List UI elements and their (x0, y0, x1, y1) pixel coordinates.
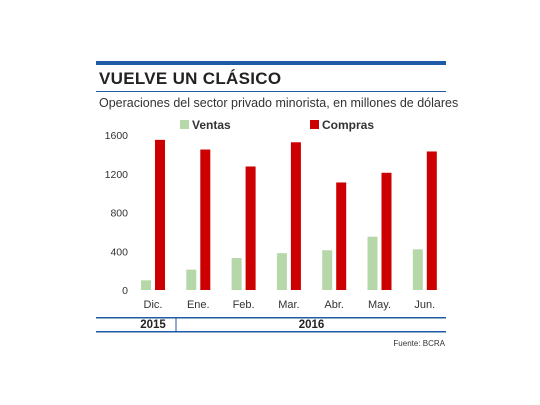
bars (141, 139, 437, 290)
source-note: Fuente: BCRA (393, 339, 445, 348)
x-tick-label: Feb. (233, 299, 255, 311)
bar-compras (336, 182, 347, 290)
x-axis-labels: Dic. Ene. Feb. Mar. Abr. May. Jun. (144, 299, 436, 311)
y-tick-label: 0 (122, 285, 128, 297)
bar-ventas (141, 280, 151, 290)
bar-ventas (322, 250, 333, 290)
bar-compras (381, 172, 392, 290)
x-tick-label: Abr. (324, 299, 344, 311)
year-labels: 2015 2016 (140, 319, 324, 331)
y-tick-label: 1200 (105, 169, 129, 181)
x-tick-label: Jun. (414, 299, 435, 311)
bar-compras (155, 139, 165, 290)
y-tick-label: 800 (110, 208, 128, 220)
bar-ventas (276, 253, 287, 290)
bar-ventas (186, 269, 197, 290)
legend-label-ventas: Ventas (192, 118, 231, 132)
legend: Ventas Compras (180, 118, 374, 132)
x-tick-label: Ene. (187, 299, 210, 311)
year-band-bottom-rule (96, 331, 446, 333)
bar-compras (245, 166, 256, 290)
bar-ventas (367, 236, 378, 290)
x-tick-label: May. (368, 299, 391, 311)
y-axis-ticks: 0 400 800 1200 1600 (105, 130, 129, 297)
year-label: 2016 (299, 319, 325, 331)
y-tick-label: 400 (110, 246, 128, 258)
chart-subtitle: Operaciones del sector privado minorista… (99, 96, 459, 110)
legend-swatch-compras (310, 120, 319, 129)
bar-ventas (412, 249, 423, 290)
x-tick-label: Mar. (278, 299, 299, 311)
bar-compras (426, 151, 437, 290)
year-label: 2015 (140, 319, 166, 331)
legend-label-compras: Compras (322, 118, 374, 132)
y-tick-label: 1600 (105, 130, 129, 142)
bar-compras (200, 149, 211, 290)
legend-swatch-ventas (180, 120, 189, 129)
bar-ventas (231, 258, 242, 290)
title-top-bar (96, 61, 446, 65)
chart-title: VUELVE UN CLÁSICO (99, 69, 282, 88)
year-band-top-rule (96, 317, 446, 319)
title-rule (96, 91, 446, 92)
bar-compras (290, 142, 301, 290)
x-tick-label: Dic. (144, 299, 163, 311)
